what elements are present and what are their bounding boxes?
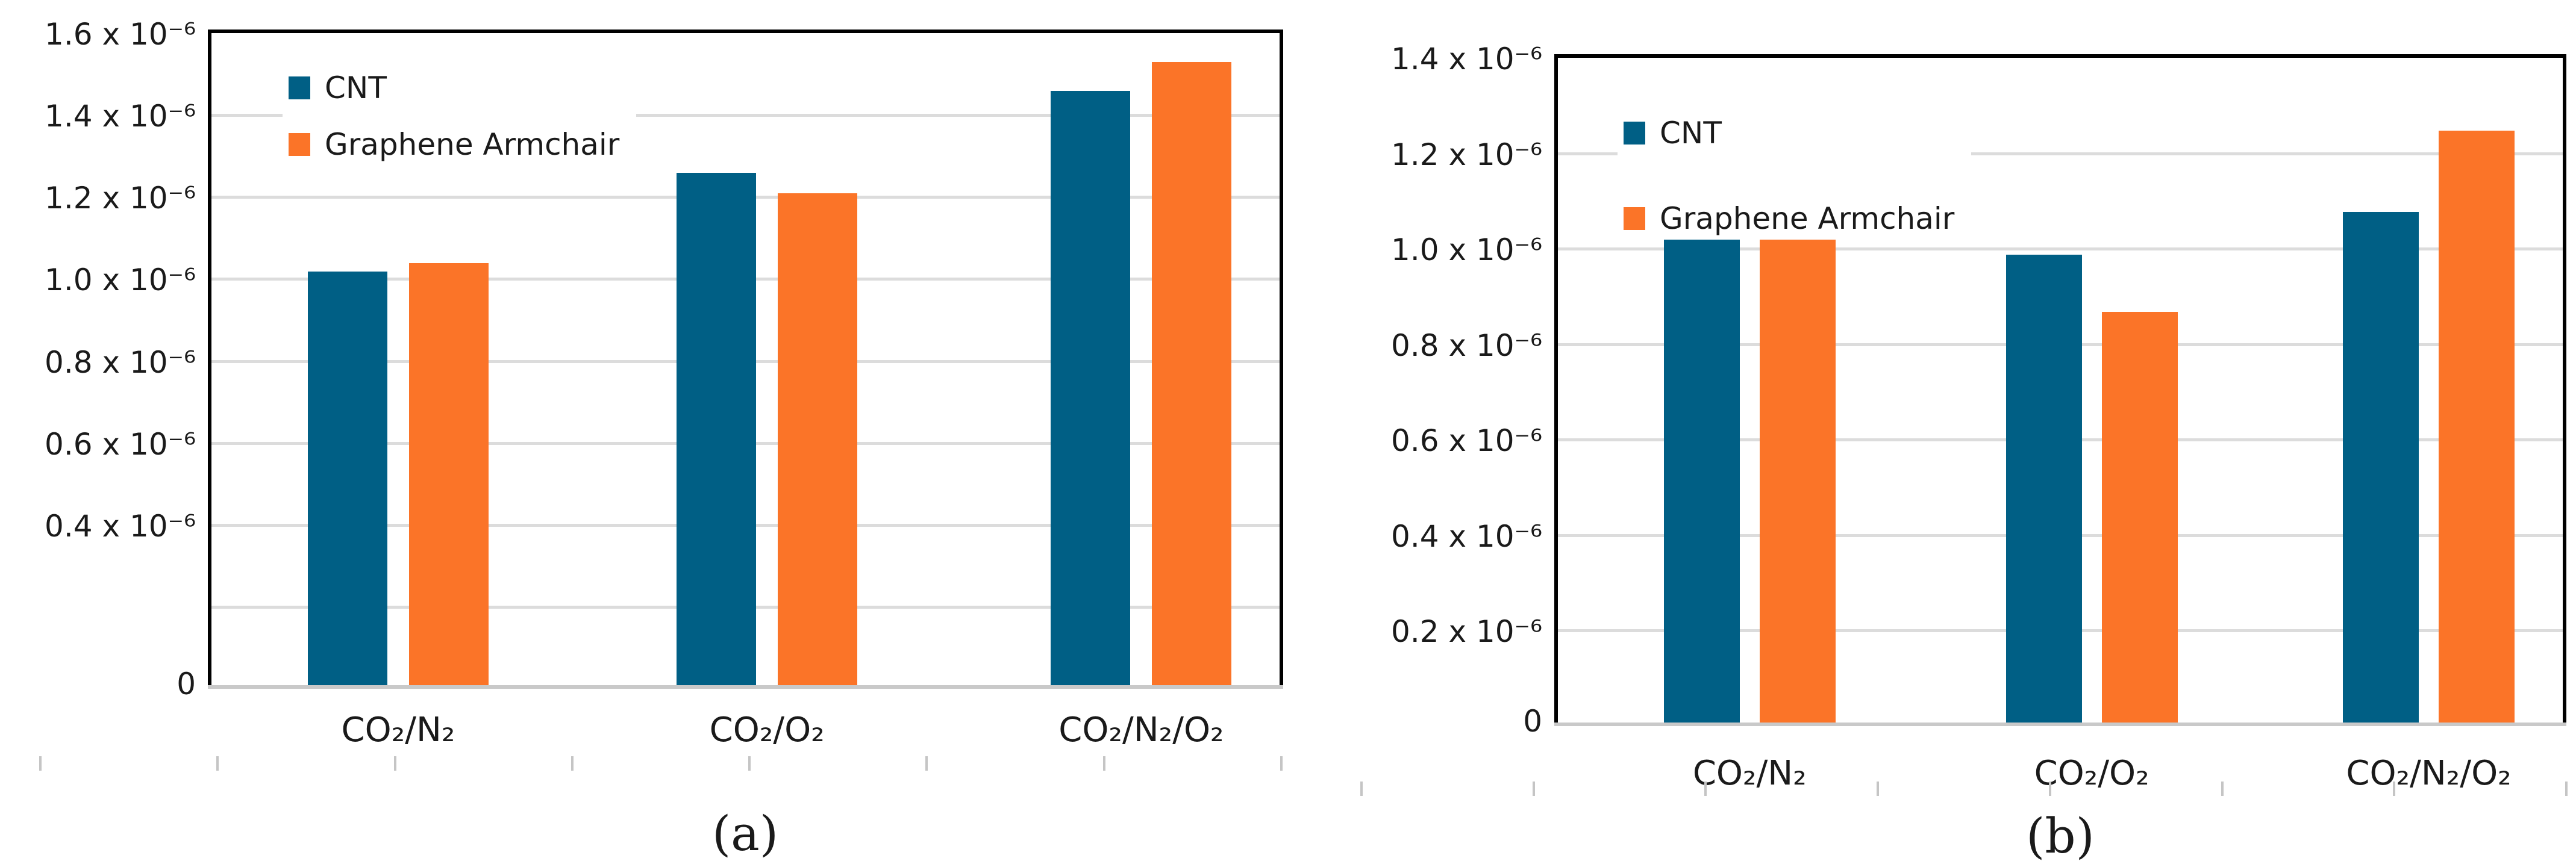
bar-graphene-armchair <box>2102 312 2178 723</box>
legend-swatch-cnt <box>289 76 310 99</box>
minor-tick-mark <box>1533 782 1535 796</box>
minor-tick-mark <box>1877 782 1879 796</box>
category-label: CO₂/N₂ <box>341 710 455 750</box>
bar-cnt <box>677 173 756 685</box>
y-tick-label: 0.6 x 10⁻⁶ <box>45 426 196 462</box>
minor-tick-mark <box>1280 756 1283 771</box>
legend-swatch-graphene-armchair <box>1624 207 1645 230</box>
caption-a: (a) <box>711 806 779 862</box>
legend: CNT Graphene Armchair <box>1618 112 1972 240</box>
y-tick-label: 0.2 x 10⁻⁶ <box>1391 614 1542 650</box>
legend-row: CNT <box>1624 118 1954 148</box>
bar-cnt <box>2343 212 2419 723</box>
y-tick-label: 1.4 x 10⁻⁶ <box>45 99 196 134</box>
legend-row: CNT <box>289 73 619 103</box>
chart-b: (b) 1.4 x 10⁻⁶ 1.2 x 10⁻⁶ 1.0 x 10⁻⁶ 0.8 x … <box>1288 0 2576 864</box>
y-tick-label: 0.4 x 10⁻⁶ <box>45 508 196 544</box>
y-tick-label: 0.6 x 10⁻⁶ <box>1391 423 1542 459</box>
legend-label: CNT <box>1660 116 1722 151</box>
bar-graphene-armchair <box>1760 212 1836 723</box>
y-tick-label: 1.4 x 10⁻⁶ <box>1391 42 1542 76</box>
bar-graphene-armchair <box>778 193 857 685</box>
bar-cnt <box>1664 221 1740 723</box>
minor-tick-mark <box>748 756 751 771</box>
bar-cnt <box>308 272 387 685</box>
minor-tick-mark <box>2565 782 2568 796</box>
minor-tick-mark <box>2393 782 2395 796</box>
category-label: CO₂/N₂ <box>1692 754 1807 793</box>
gridline <box>1558 152 2563 155</box>
legend-label: Graphene Armchair <box>1660 201 1955 236</box>
x-axis-baseline <box>1554 723 2566 726</box>
y-tick-label: 0.4 x 10⁻⁶ <box>1391 518 1542 554</box>
category-label: CO₂/N₂/O₂ <box>1058 710 1224 750</box>
legend-label: Graphene Armchair <box>325 127 620 162</box>
y-tick-label: 1.2 x 10⁻⁶ <box>45 181 196 216</box>
bar-graphene-armchair <box>2439 131 2515 723</box>
bar-graphene-armchair <box>409 263 489 685</box>
category-label: CO₂/N₂/O₂ <box>2346 754 2512 793</box>
bar-cnt <box>1051 91 1130 685</box>
y-tick-label: 1.0 x 10⁻⁶ <box>45 263 196 298</box>
minor-tick-mark <box>2221 782 2224 796</box>
y-tick-label-zero: 0 <box>177 667 196 701</box>
gridline <box>1558 247 2563 251</box>
bar-cnt <box>2006 255 2082 723</box>
y-tick-label: 1.2 x 10⁻⁶ <box>1391 137 1542 172</box>
legend-row: Graphene Armchair <box>289 129 619 160</box>
category-label: CO₂/O₂ <box>2034 754 2149 793</box>
chart-a: (a) 1.6 x 10⁻⁶ 1.4 x 10⁻⁶ 1.2 x 10⁻⁶ 1.0 x … <box>0 0 1288 862</box>
legend-label: CNT <box>325 70 387 105</box>
category-label: CO₂/O₂ <box>709 710 825 750</box>
y-tick-label: 0.8 x 10⁻⁶ <box>45 344 196 380</box>
caption-b: (b) <box>2026 808 2095 864</box>
minor-tick-mark <box>2049 782 2051 796</box>
y-tick-label-zero: 0 <box>1523 704 1542 739</box>
legend-row: Graphene Armchair <box>1624 204 1954 234</box>
minor-tick-mark <box>571 756 574 771</box>
minor-tick-mark <box>1103 756 1105 771</box>
y-tick-label: 1.6 x 10⁻⁶ <box>45 17 196 52</box>
y-tick-label: 1.0 x 10⁻⁶ <box>1391 232 1542 268</box>
minor-tick-mark <box>394 756 396 771</box>
y-tick-label: 0.8 x 10⁻⁶ <box>1391 328 1542 363</box>
bar-graphene-armchair <box>1152 62 1231 685</box>
gridline <box>211 114 1280 117</box>
legend-swatch-graphene-armchair <box>289 133 310 156</box>
minor-tick-mark <box>216 756 219 771</box>
minor-tick-mark <box>39 756 42 771</box>
minor-tick-mark <box>1704 782 1707 796</box>
x-axis-baseline <box>208 685 1283 689</box>
minor-tick-mark <box>925 756 928 771</box>
legend-swatch-cnt <box>1624 122 1645 145</box>
minor-tick-mark <box>1360 782 1363 796</box>
legend: CNT Graphene Armchair <box>283 67 637 166</box>
